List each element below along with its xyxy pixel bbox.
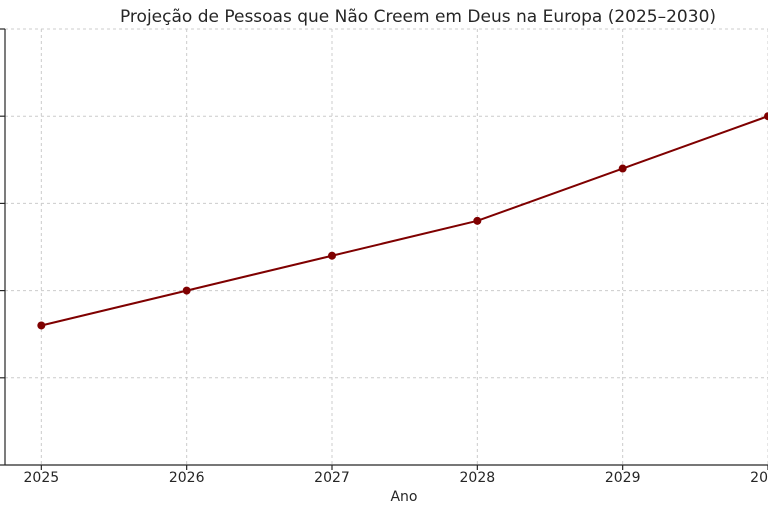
y-ticks bbox=[0, 28, 5, 466]
series-line bbox=[41, 115, 768, 327]
chart-title: Projeção de Pessoas que Não Creem em Deu… bbox=[120, 7, 716, 27]
x-tick-label: 2028 bbox=[460, 470, 496, 486]
data-point bbox=[473, 216, 482, 225]
x-tick-label: 2030 bbox=[750, 470, 768, 486]
x-ticks: 2025 2026 2027 2028 2029 2030 bbox=[24, 465, 768, 486]
grid bbox=[5, 28, 768, 466]
x-axis-label: Ano bbox=[390, 489, 417, 505]
data-point bbox=[764, 112, 768, 121]
data-point bbox=[37, 321, 46, 330]
x-tick-label: 2026 bbox=[169, 470, 205, 486]
data-point bbox=[618, 164, 627, 173]
x-tick-label: 2027 bbox=[314, 470, 350, 486]
x-tick-label: 2029 bbox=[605, 470, 641, 486]
series bbox=[37, 112, 768, 330]
data-point bbox=[182, 286, 191, 295]
data-point bbox=[328, 251, 336, 260]
x-tick-label: 2025 bbox=[24, 470, 60, 486]
axes bbox=[4, 29, 768, 466]
